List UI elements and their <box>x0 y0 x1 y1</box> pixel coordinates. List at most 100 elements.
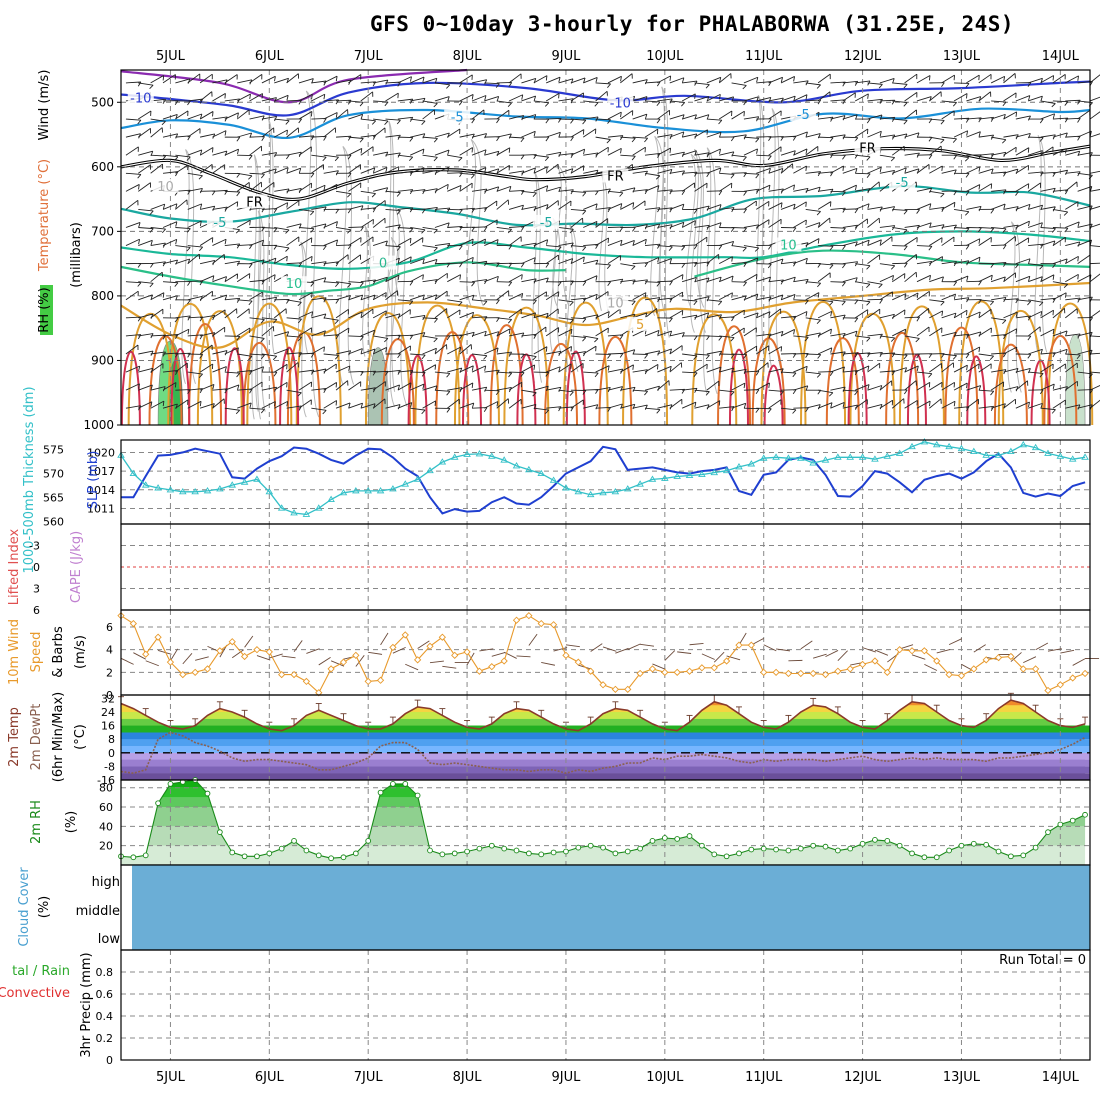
wind10m-barb <box>713 651 725 663</box>
wind-barb-flag <box>890 265 896 270</box>
wind-barb <box>422 347 437 355</box>
thickness-point <box>1031 443 1040 451</box>
wind-barb-flag <box>682 131 685 137</box>
rh-contour <box>703 147 718 395</box>
wind-barb-flag <box>495 83 500 88</box>
wind-barb <box>978 274 993 283</box>
wind-barb-flag <box>904 293 907 299</box>
wind-barb <box>249 335 265 339</box>
wind-barb-flag <box>632 202 635 208</box>
wind-barb-flag <box>743 191 747 196</box>
wind-barb-flag <box>161 121 166 126</box>
rh2m-point <box>217 829 223 836</box>
thickness-point <box>216 485 224 492</box>
wind-barb-flag <box>1052 329 1055 335</box>
wind-barb <box>286 151 302 156</box>
wind-barb-flag <box>200 203 203 209</box>
wind-barb <box>607 308 621 319</box>
isotherm <box>120 230 1091 270</box>
wind-barb <box>953 297 969 301</box>
wind-barb <box>1003 236 1016 246</box>
wind-barb-flag <box>978 346 981 353</box>
wind-barb-flag <box>964 157 970 162</box>
wind-barb-flag <box>347 154 352 160</box>
wind-barb <box>682 387 698 391</box>
wind-barb-flag <box>1077 118 1081 123</box>
wind-barb-flag <box>1052 263 1056 269</box>
wind-barb-flag <box>1065 349 1068 355</box>
wind-barb-flag <box>965 83 970 88</box>
axis-label-wind10m-a: 10m Wind <box>7 619 22 685</box>
wind-barb-flag <box>1003 262 1007 267</box>
wind-barb-flag <box>978 154 982 160</box>
wind-barb-flag <box>433 229 438 234</box>
wind-barb <box>236 182 250 192</box>
wind-barb <box>929 256 943 265</box>
wind-barb-flag <box>162 261 166 267</box>
wind10m-point <box>1069 674 1077 682</box>
wind-barb-flag <box>755 138 760 143</box>
wind-barb <box>1052 169 1068 174</box>
wind-barb <box>422 259 438 265</box>
wind-barb <box>929 91 942 102</box>
wind-barb-flag <box>879 167 882 173</box>
wind-barb-flag <box>866 118 871 124</box>
wind-barb-flag <box>409 281 414 286</box>
wind-barb-flag <box>805 148 808 154</box>
wind-barb <box>311 261 327 265</box>
wind-barb <box>422 279 438 283</box>
wind-barb <box>521 333 537 337</box>
wind-barb <box>175 78 190 84</box>
wind-barb <box>311 330 326 337</box>
wind-barb <box>805 145 819 156</box>
wind-barb <box>657 330 672 337</box>
wind-barb-flag <box>471 133 475 139</box>
wind-barb <box>904 237 918 246</box>
wind-barb-flag <box>965 228 970 233</box>
wind-barb-flag <box>657 257 660 263</box>
wind-barb <box>496 185 512 192</box>
date-label-bottom: 10JUL <box>646 1070 684 1085</box>
wind-barb-flag <box>359 138 364 143</box>
wind-barb-flag <box>965 211 970 216</box>
thickness-point <box>339 488 348 496</box>
wind-barb <box>311 184 326 192</box>
wind-barb <box>1015 237 1029 246</box>
wind-barb <box>286 362 299 373</box>
wind-barb-flag <box>595 221 598 227</box>
wind-barb <box>1052 292 1067 301</box>
wind-barb <box>583 335 599 339</box>
wind-barb <box>644 350 660 355</box>
wind-barb-flag <box>620 76 622 82</box>
wind-barb-flag <box>1064 101 1069 106</box>
contour-label-bg <box>627 316 654 331</box>
precip-frame <box>120 949 1091 1061</box>
wind-barb <box>274 401 288 409</box>
wind-barb <box>990 75 1005 84</box>
thickness-line <box>120 441 1086 516</box>
wind-barb <box>410 189 426 192</box>
thickness-point <box>463 450 471 457</box>
wind-barb-flag <box>484 279 488 285</box>
wind-barb <box>743 172 759 175</box>
wind10m-barb <box>293 640 303 653</box>
wind-barb-flag <box>544 102 550 107</box>
wind-barb-flag <box>570 346 572 352</box>
wind-barb <box>1003 73 1016 84</box>
rh2m-point <box>884 838 891 844</box>
wind-barb <box>644 364 659 373</box>
wind-barb <box>879 399 893 409</box>
wind-barb-flag <box>583 149 586 155</box>
wind-barb <box>694 205 710 210</box>
wind-barb <box>657 258 672 265</box>
wind-barb <box>447 262 463 265</box>
wind-barb <box>879 99 895 102</box>
isotherm-warm <box>993 343 1028 426</box>
rh2m-point <box>723 853 730 860</box>
tick-label: 600 <box>91 160 114 174</box>
wind10m-point <box>327 665 335 673</box>
wind-barb <box>620 187 636 192</box>
wind-barb <box>150 363 164 373</box>
wind-barb-flag <box>360 348 363 354</box>
rh2m-point <box>427 847 433 854</box>
